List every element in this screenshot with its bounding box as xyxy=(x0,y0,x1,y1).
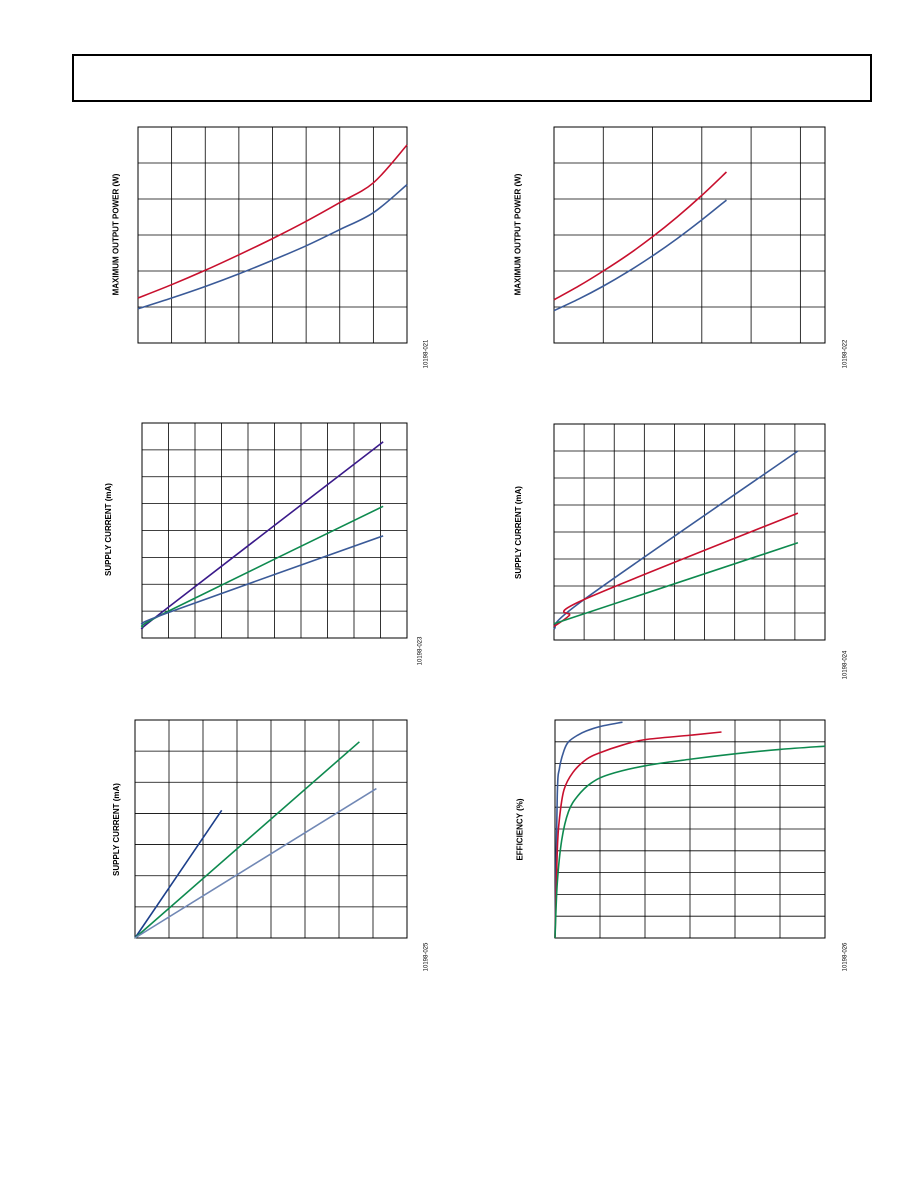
chart-4-series-line-2 xyxy=(553,512,799,628)
chart-6-figure-id: 10198-026 xyxy=(841,942,848,972)
chart-2-figure-id: 10198-022 xyxy=(841,339,848,369)
chart-6-series-line-1 xyxy=(554,721,623,939)
chart-5-frame xyxy=(134,719,408,939)
chart-5-series-line-1 xyxy=(134,809,223,939)
chart-3-y-axis-label: SUPPLY CURRENT (mA) xyxy=(103,483,113,576)
chart-1-series-line-2 xyxy=(137,183,408,310)
chart-5-y-axis-label: SUPPLY CURRENT (mA) xyxy=(111,783,121,876)
chart-2-y-axis-label: MAXIMUM OUTPUT POWER (W) xyxy=(513,173,523,296)
chart-5-series-line-3 xyxy=(134,787,377,939)
chart-2-frame xyxy=(553,126,826,344)
chart-5-figure-id: 10198-025 xyxy=(422,942,429,972)
chart-3-series-line-1 xyxy=(140,441,384,630)
chart-6-frame xyxy=(554,719,826,939)
chart-3-series-line-2 xyxy=(140,505,384,628)
chart-4-y-axis-label: SUPPLY CURRENT (mA) xyxy=(513,486,523,579)
chart-4-series-line-1 xyxy=(553,450,799,630)
chart-4-figure-id: 10198-024 xyxy=(841,650,848,680)
chart-1-frame xyxy=(137,126,408,344)
chart-3-figure-id: 10198-023 xyxy=(416,636,423,666)
page-header-box xyxy=(72,54,872,102)
chart-4-series-line-3 xyxy=(553,542,799,625)
chart-6-series-line-3 xyxy=(554,745,826,939)
chart-1-series-line-1 xyxy=(137,144,408,299)
chart-1-figure-id: 10198-021 xyxy=(422,339,429,369)
chart-2-series-line-2 xyxy=(553,199,727,312)
chart-3-frame xyxy=(141,422,408,639)
chart-5-series-line-2 xyxy=(134,741,360,939)
chart-1-y-axis-label: MAXIMUM OUTPUT POWER (W) xyxy=(111,173,121,296)
chart-3-series-line-3 xyxy=(140,535,384,626)
chart-2-series-line-1 xyxy=(553,171,728,301)
chart-6-y-axis-label: EFFICIENCY (%) xyxy=(515,798,525,861)
chart-6-series-line-2 xyxy=(554,731,722,939)
chart-4-frame xyxy=(553,423,826,641)
